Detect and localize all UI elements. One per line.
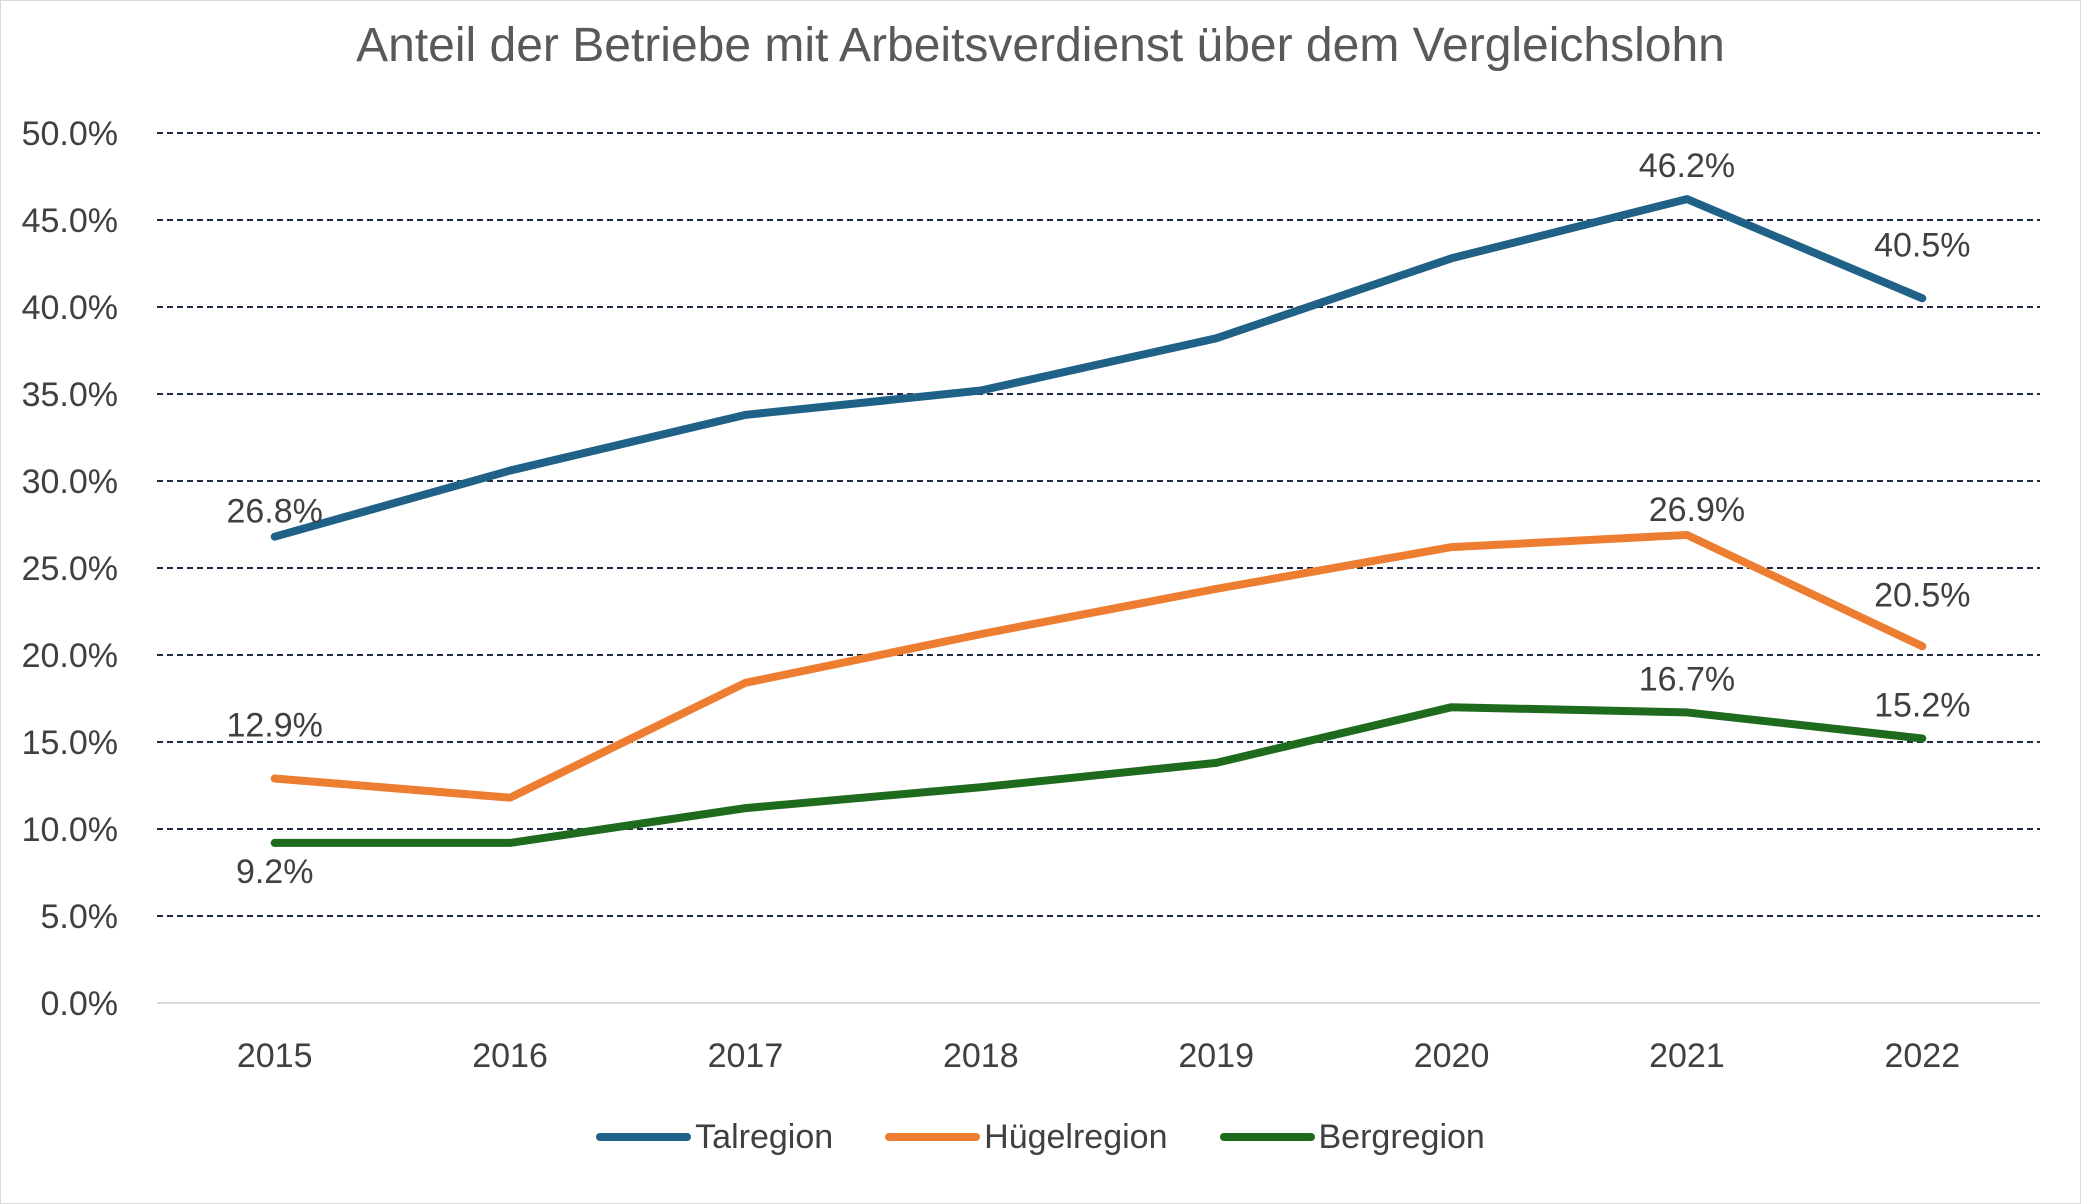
x-tick-label: 2022: [1884, 1037, 1960, 1075]
data-label: 40.5%: [1874, 226, 1970, 264]
x-tick-label: 2019: [1178, 1037, 1254, 1075]
y-tick-label: 15.0%: [22, 724, 118, 762]
y-tick-label: 50.0%: [22, 115, 118, 153]
y-tick-label: 35.0%: [22, 376, 118, 414]
y-tick-label: 45.0%: [22, 202, 118, 240]
x-tick-label: 2017: [708, 1037, 784, 1075]
legend-label: Hügelregion: [984, 1117, 1168, 1156]
x-tick-label: 2015: [237, 1037, 313, 1075]
series-line: [270, 530, 1927, 802]
gridlines: [157, 132, 2040, 917]
series-line: [270, 195, 1927, 541]
y-axis-tick-labels: 0.0% 5.0% 10.0% 15.0% 20.0% 25.0% 30.0% 35.0% 40…: [22, 115, 118, 1023]
legend-item: Bergregion: [1219, 1117, 1485, 1157]
data-label: 26.8%: [226, 493, 322, 531]
legend-swatch: [1219, 1133, 1315, 1141]
y-tick-label: 10.0%: [22, 811, 118, 849]
data-label: 12.9%: [226, 707, 322, 745]
y-tick-label: 20.0%: [22, 637, 118, 675]
y-tick-label: 0.0%: [41, 985, 119, 1023]
x-tick-label: 2016: [472, 1037, 548, 1075]
legend-item: Talregion: [596, 1118, 833, 1157]
legend-swatch: [885, 1133, 981, 1141]
x-axis-tick-labels: 2015 2016 2017 2018 2019 2020 2021 2022: [237, 1037, 1960, 1075]
y-tick-label: 30.0%: [22, 463, 118, 501]
legend-swatch: [596, 1133, 692, 1141]
legend-label: Bergregion: [1318, 1117, 1485, 1156]
legend: Talregion Hügelregion Bergregion: [0, 1112, 2081, 1162]
series-lines: [270, 195, 1927, 847]
data-label: 46.2%: [1639, 147, 1735, 185]
x-tick-label: 2018: [943, 1037, 1019, 1075]
y-tick-label: 40.0%: [22, 289, 118, 327]
chart-title: Anteil der Betriebe mit Arbeitsverdienst…: [356, 19, 1725, 72]
series-line: [270, 703, 1927, 847]
legend-item: Hügelregion: [885, 1117, 1168, 1157]
data-label: 20.5%: [1874, 576, 1970, 614]
data-label: 9.2%: [236, 853, 314, 891]
y-tick-label: 25.0%: [22, 550, 118, 588]
legend-label: Talregion: [695, 1117, 834, 1156]
y-tick-label: 5.0%: [41, 898, 119, 936]
x-tick-label: 2020: [1414, 1037, 1490, 1075]
data-label: 15.2%: [1874, 687, 1970, 725]
data-label: 16.7%: [1639, 660, 1735, 698]
data-labels: 26.8% 46.2% 40.5% 12.9% 26.9% 20.5% 9.2% 16.7% 1…: [226, 147, 1970, 891]
x-tick-label: 2021: [1649, 1037, 1725, 1075]
data-label: 26.9%: [1649, 491, 1745, 529]
